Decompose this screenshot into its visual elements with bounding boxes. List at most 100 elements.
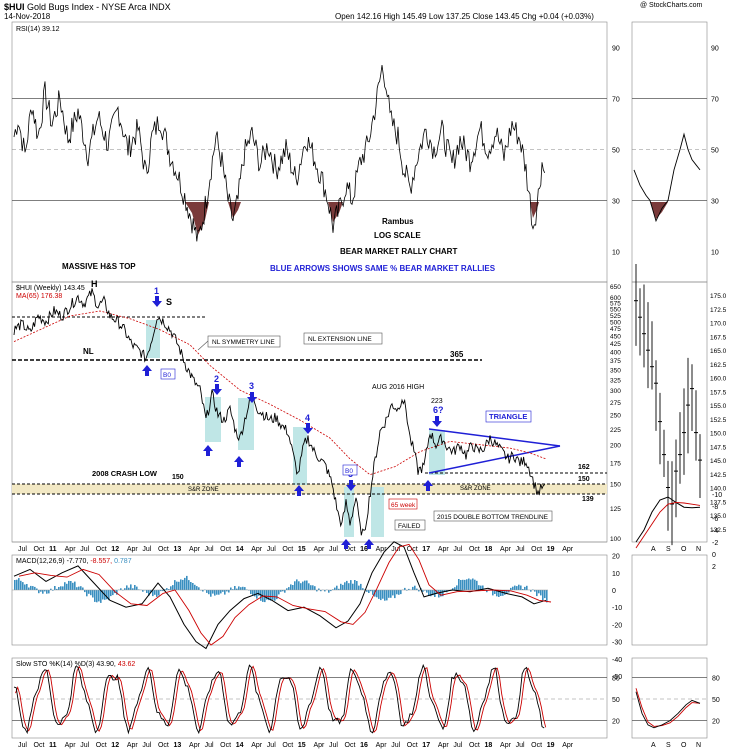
macd-bar: [284, 590, 286, 593]
rsi-zoom-tick: 10: [711, 250, 719, 257]
zoom-price-tick: 167.5: [710, 334, 727, 341]
macd-bar: [218, 590, 220, 595]
macd-bar: [366, 590, 368, 592]
zoom-price-tick: 170.0: [710, 321, 727, 328]
x-axis-label: Jul: [18, 742, 27, 749]
x-axis-label: 14: [236, 742, 244, 749]
x-axis-label: Oct: [220, 742, 231, 749]
double-bottom-box: [433, 510, 553, 522]
macd-bar: [84, 590, 86, 593]
macd-bar: [320, 590, 322, 592]
x-axis-label: Apr: [251, 742, 263, 749]
macd-bar: [92, 590, 94, 598]
macd-bar: [546, 590, 548, 603]
rsi-tick: 50: [612, 148, 620, 155]
b0-box-2: [342, 464, 358, 476]
macd-bar: [540, 590, 542, 596]
macd-bar: [390, 590, 392, 598]
macd-bar: [518, 584, 520, 590]
sto-zoom-k-line: [635, 691, 701, 729]
triangle-label: TRIANGLE: [489, 412, 527, 421]
x-axis-label: 19: [547, 546, 555, 553]
zoom-price-tick: 175.0: [710, 293, 727, 300]
macd-bar: [444, 590, 446, 592]
zoom-price-tick: 140.0: [710, 486, 727, 493]
macd-zoom-tick: -6: [712, 516, 718, 523]
blue-arrow-4: [303, 423, 313, 434]
failed-box: [394, 519, 426, 531]
x-axis-label: Oct: [96, 546, 107, 553]
week65-box: [388, 498, 418, 510]
macd-bar: [522, 589, 524, 590]
x-axis-label: 11: [49, 742, 57, 749]
macd-bar: [34, 586, 36, 590]
macd-bar: [178, 581, 180, 590]
sto-d-line: [15, 665, 547, 733]
macd-bar: [370, 590, 372, 592]
macd-bar: [482, 585, 484, 590]
macd-bar: [338, 588, 340, 590]
macd-bar: [180, 579, 182, 590]
macd-bar: [74, 581, 76, 590]
macd-bar: [430, 590, 432, 597]
macd-tick: -10: [612, 605, 622, 612]
macd-bar: [492, 590, 494, 596]
macd-bar: [66, 583, 68, 590]
x-axis-label: Apr: [65, 742, 77, 749]
x-axis-label: Apr: [189, 742, 201, 749]
macd-bar: [350, 580, 352, 590]
x-axis-label: Jul: [18, 546, 27, 553]
zoom-candles: [634, 264, 702, 546]
macd-tick: -50: [612, 674, 622, 681]
macd-bar: [176, 581, 178, 590]
x-axis-label: Oct: [531, 742, 542, 749]
x-axis-label: Apr: [189, 546, 201, 553]
shade-rally-5: [344, 487, 354, 537]
macd-bar: [62, 586, 64, 590]
macd-bar: [440, 590, 442, 597]
macd-bar: [98, 590, 100, 602]
macd-bar: [238, 586, 240, 590]
macd-bar: [240, 587, 242, 590]
log-scale-label: LOG SCALE: [374, 231, 421, 240]
x-axis-label: Apr: [562, 742, 574, 749]
x-axis-label: 12: [111, 546, 119, 553]
macd-bar: [538, 590, 540, 594]
macd-bar: [236, 588, 238, 590]
macd-bar: [96, 590, 98, 603]
rsi-ticks: 90 70 50 30 10: [612, 46, 620, 257]
macd-bar: [170, 586, 172, 590]
price-tick: 350: [610, 367, 621, 374]
macd-bar: [412, 586, 414, 590]
macd-bar: [198, 587, 200, 590]
macd-tick: 0: [612, 588, 616, 595]
price-tick: 150: [610, 481, 621, 488]
macd-bar: [486, 590, 488, 593]
macd-bar: [314, 586, 316, 590]
rsi-tick: 90: [612, 46, 620, 53]
zoom-price-tick: 150.0: [710, 431, 727, 438]
x-axis-labels-bottom: Jul Oct 11 Apr Jul Oct 12 Apr Jul Oct 13 Apr Jul Oct 1…: [18, 742, 574, 749]
week65-label: 65 week: [391, 502, 416, 509]
macd-label-c: 0.787: [114, 558, 132, 565]
macd-bar: [358, 585, 360, 590]
macd-bar: [138, 589, 140, 590]
macd-label-a: MACD(12,26,9) -7.770,: [16, 558, 88, 565]
macd-bar: [110, 590, 112, 597]
x-axis-label: Oct: [345, 546, 356, 553]
triangle-box: [485, 410, 532, 423]
macd-bar: [428, 590, 430, 596]
x-axis-label: Apr: [438, 742, 450, 749]
macd-bar: [392, 590, 394, 596]
x-axis-label: Jul: [329, 546, 338, 553]
blue-up-arrow-4: [294, 485, 304, 496]
shade-rally-2: [205, 397, 221, 442]
macd-bar: [88, 590, 90, 594]
zoom-price-tick: 172.5: [710, 307, 727, 314]
macd-bar: [174, 580, 176, 590]
watermark: @ StockCharts.com: [640, 2, 703, 9]
macd-bar: [216, 590, 218, 595]
macd-bar: [70, 581, 72, 590]
